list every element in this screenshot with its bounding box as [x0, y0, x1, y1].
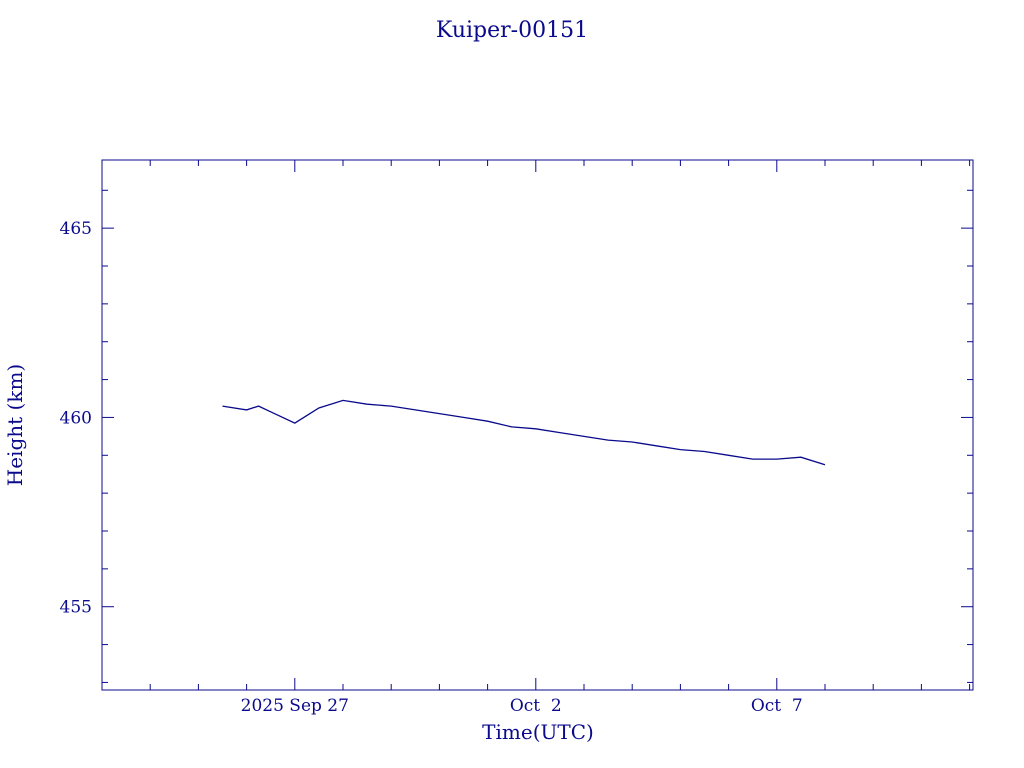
x-tick-label: Oct 7 [751, 696, 803, 716]
x-tick-label: 2025 Sep 27 [241, 696, 349, 716]
y-tick-label: 460 [60, 408, 92, 428]
plot-frame [101, 159, 974, 691]
axis-ticks [101, 160, 973, 690]
x-axis-label: Time(UTC) [482, 720, 594, 744]
y-tick-labels: 455 460 465 [60, 219, 92, 618]
x-tick-labels: 2025 Sep 27 Oct 2 Oct 7 [241, 696, 803, 716]
x-tick-label: Oct 2 [510, 696, 562, 716]
y-axis-label: Height (km) [3, 364, 27, 486]
y-tick-label: 455 [60, 598, 92, 618]
height-series-line [222, 399, 826, 466]
y-tick-label: 465 [60, 219, 92, 239]
chart-title: Kuiper-00151 [436, 18, 588, 43]
